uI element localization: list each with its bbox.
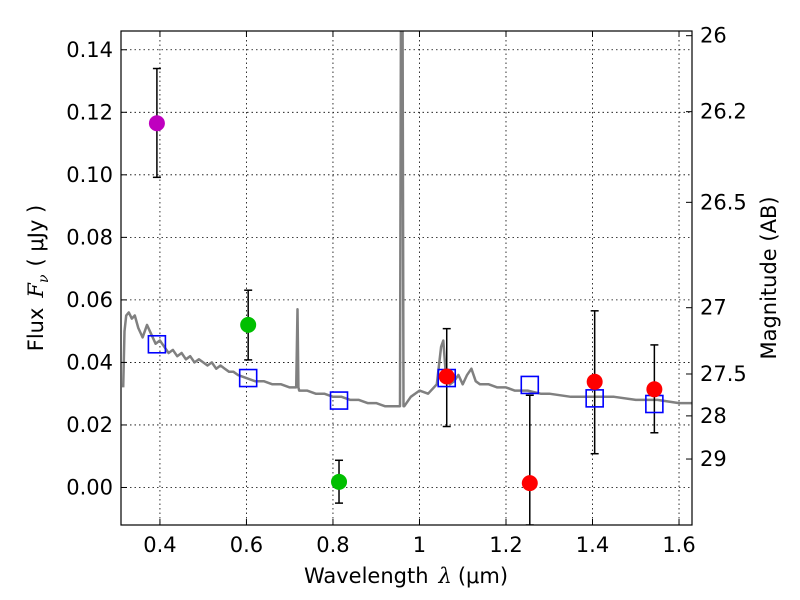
y-axis-title: Flux Fν ( μJy )	[24, 205, 52, 351]
template-square-marker	[147, 334, 167, 354]
template-spectrum	[121, 31, 692, 408]
y-tick-label: 0.08	[66, 225, 113, 249]
x-tick-label: 0.4	[143, 533, 176, 557]
data-markers	[147, 115, 664, 492]
x-axis-title-symbol: λ	[438, 564, 452, 588]
detection-point	[586, 373, 603, 390]
y2-tick-label: 27.5	[700, 362, 747, 386]
template-square-marker	[329, 391, 349, 410]
detection-point	[438, 368, 455, 385]
x-tick-label: 1.6	[662, 533, 695, 557]
y-axis-title-prefix: Flux	[24, 308, 48, 352]
grid	[121, 31, 692, 525]
y-tick-label: 0.04	[66, 350, 113, 374]
x-tick-label: 0.6	[230, 533, 263, 557]
detection-point	[646, 381, 663, 398]
template-square-marker	[585, 389, 604, 408]
non-detection-point	[521, 475, 538, 492]
y-tick-label: 0.02	[66, 413, 113, 437]
y2-tick-label: 28	[700, 404, 727, 428]
spectrum-line	[121, 31, 692, 408]
y2-tick-label: 29	[700, 447, 727, 471]
y-tick-label: 0.06	[66, 288, 113, 312]
y2-tick-label: 26.2	[700, 100, 747, 124]
x-tick-label: 1.2	[489, 533, 522, 557]
x-axis-title: Wavelength λ (μm)	[304, 564, 508, 588]
template-square-marker	[520, 375, 540, 395]
y-axis-title-subscript: ν	[36, 274, 52, 283]
plot-frame	[120, 30, 693, 526]
y-tick-label: 0.12	[66, 100, 113, 124]
y-tick-label: 0.14	[66, 38, 113, 62]
x-axis-title-prefix: Wavelength	[304, 564, 429, 588]
detection-point	[148, 115, 165, 132]
y2-tick-label: 26	[700, 24, 727, 48]
x-tick-label: 1	[413, 533, 426, 557]
x-axis-title-unit: (μm)	[458, 564, 508, 588]
y-axis-title-symbol: F	[24, 282, 48, 299]
y-tick-label: 0.10	[66, 163, 113, 187]
axis-ticks: 0.4 0.6 0.8 1 1.2 1.4 1.6 0.00 0.02 0.04 0.06 0.08 0…	[66, 24, 747, 557]
x-tick-label: 1.4	[576, 533, 609, 557]
y-tick-label: 0.00	[66, 475, 113, 499]
template-square-marker	[238, 368, 258, 388]
y2-tick-label: 26.5	[700, 190, 747, 214]
y2-tick-label: 27	[700, 296, 727, 320]
non-detection-point	[331, 473, 348, 490]
y-axis-title-unit: ( μJy )	[24, 205, 48, 267]
y2-axis-title: Magnitude (AB)	[757, 196, 781, 359]
detection-point	[240, 316, 257, 333]
x-tick-label: 0.8	[316, 533, 349, 557]
